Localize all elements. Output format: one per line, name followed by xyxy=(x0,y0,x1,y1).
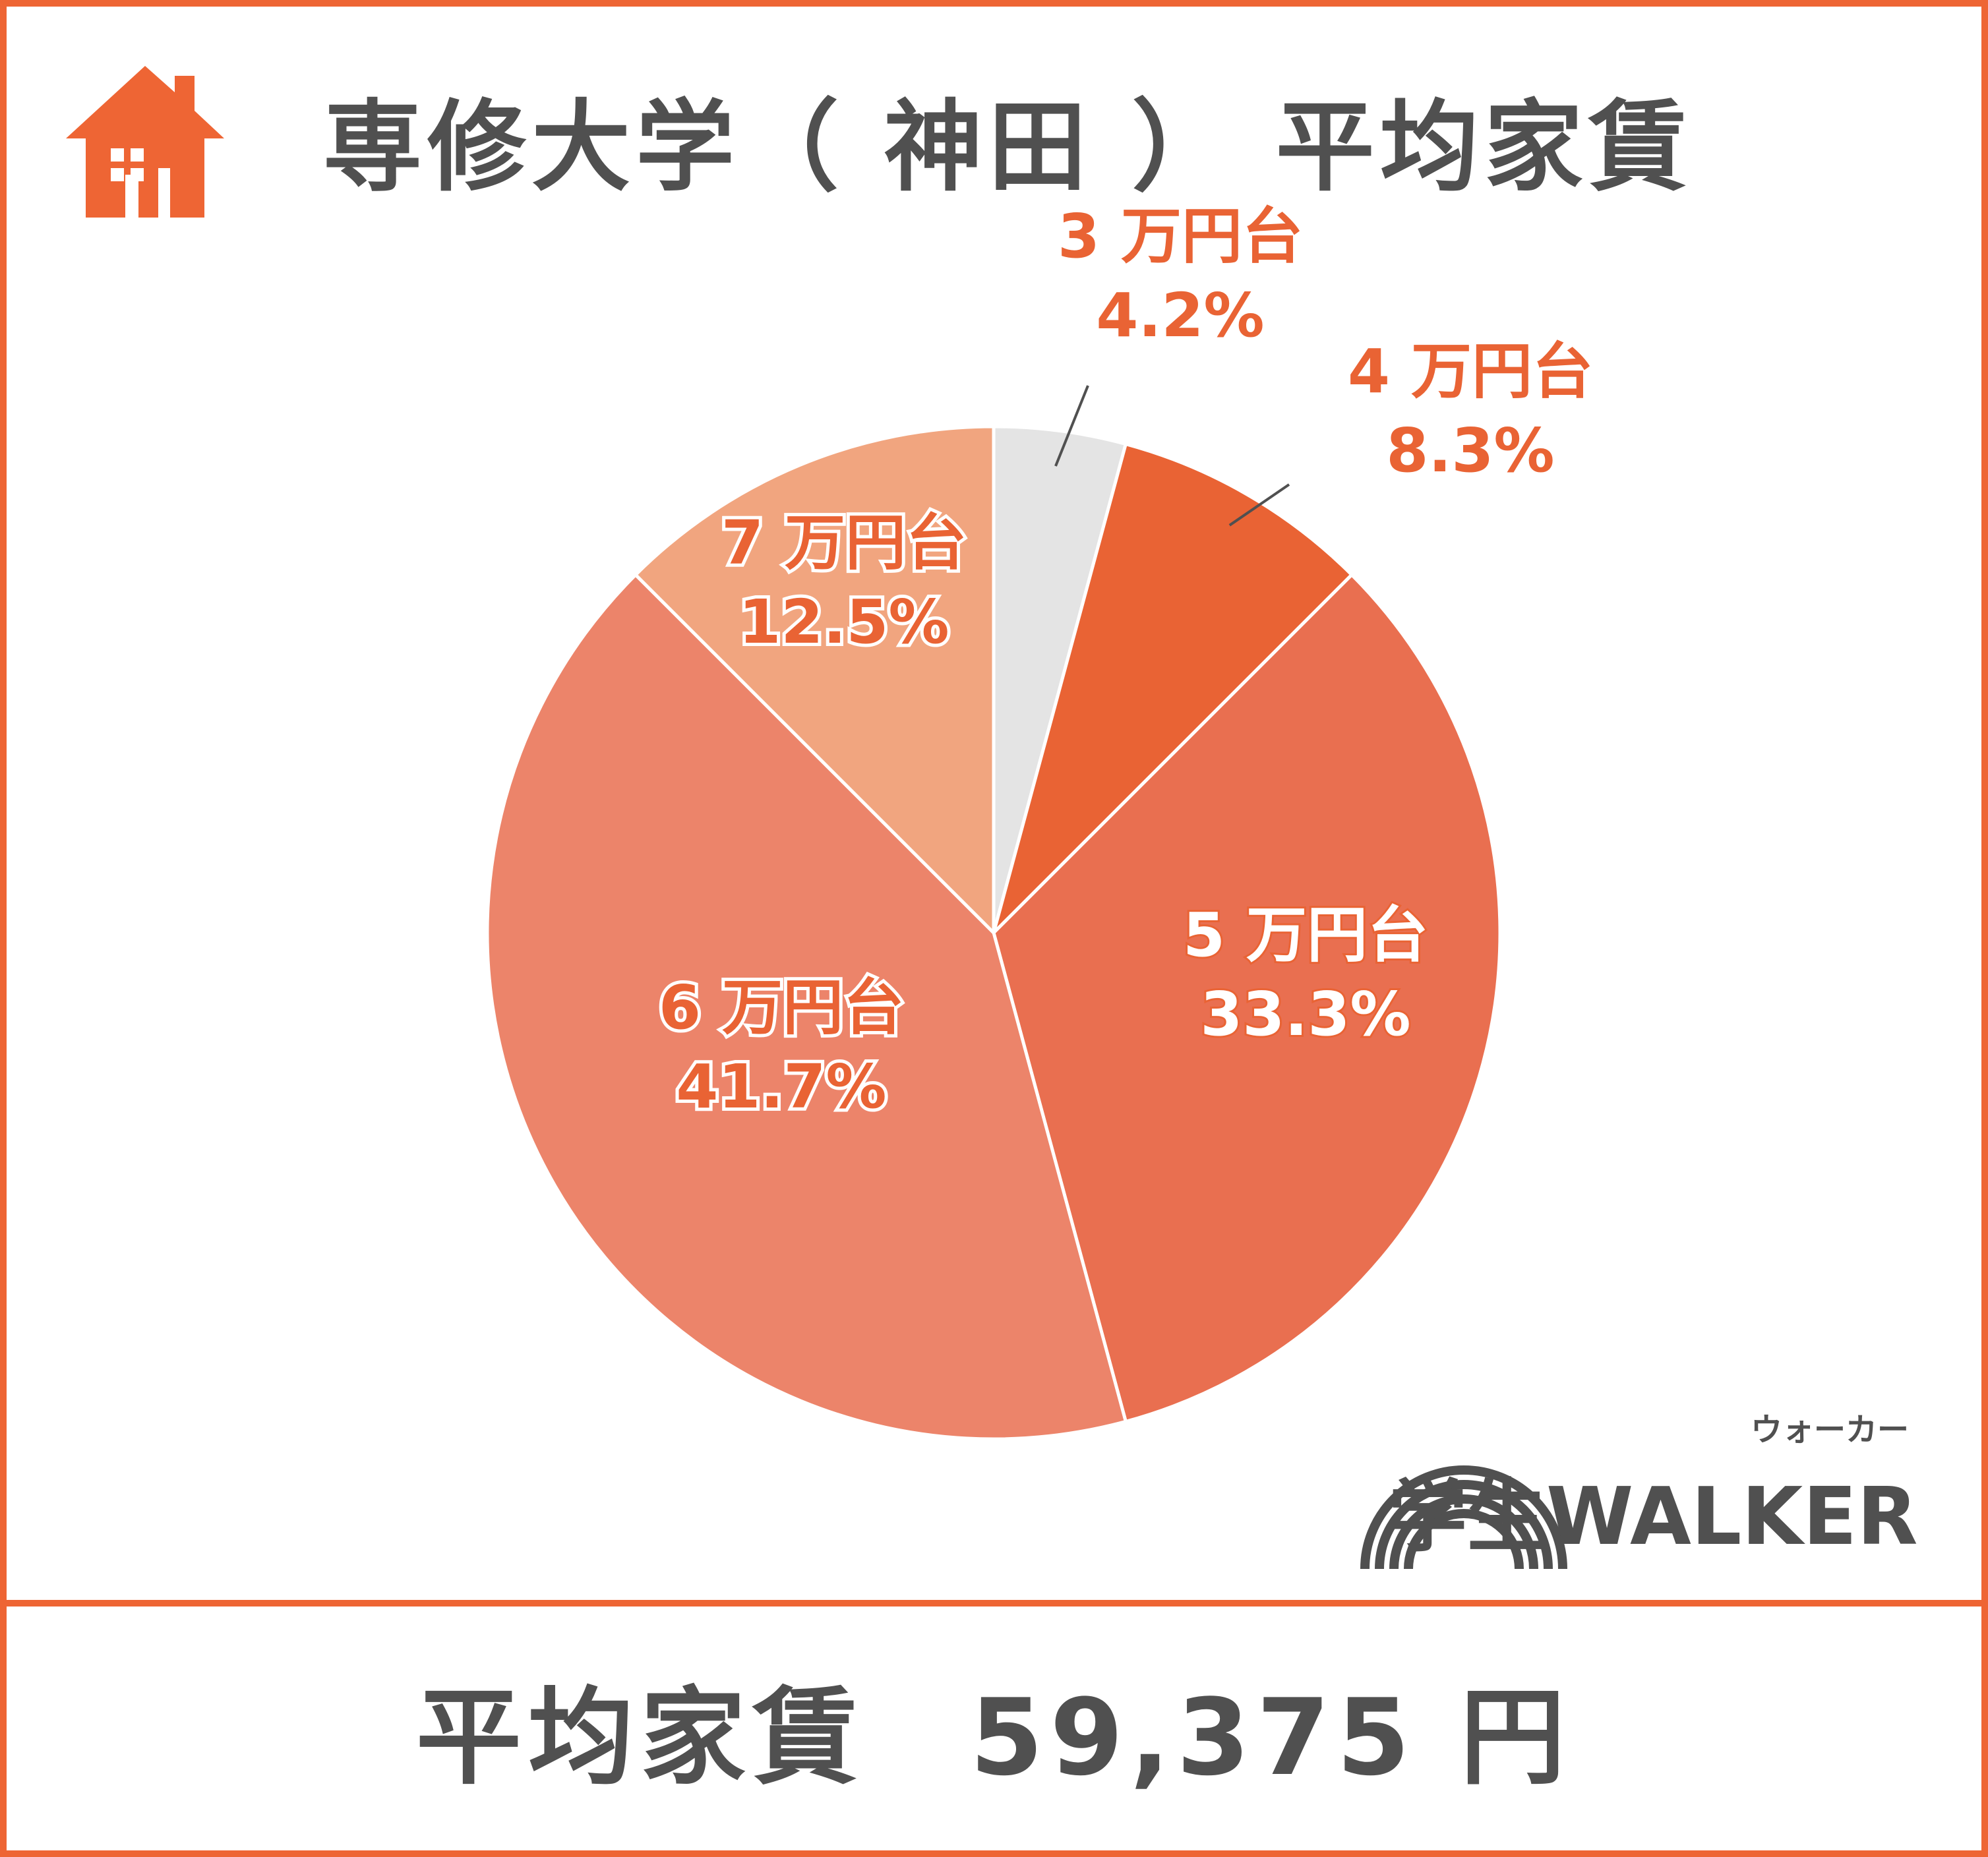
pie-slice xyxy=(485,572,1128,1441)
pie-slice xyxy=(633,425,996,937)
leader-line xyxy=(1228,483,1290,527)
footer-divider xyxy=(0,1600,1988,1606)
slice-value-label: 41.7% xyxy=(676,1051,886,1122)
footer-value: 59,375 円 xyxy=(969,1676,1573,1799)
pie-slice xyxy=(992,572,1502,1424)
header: 専修大学（ 神田 ） 平均家賃 xyxy=(66,53,1693,224)
slice-value-label: 4.2% xyxy=(1096,280,1264,351)
page-title: 専修大学（ 神田 ） 平均家賃 xyxy=(323,90,1693,205)
slice-label: 3 万円台 xyxy=(1058,201,1303,272)
slice-label: 5 万円台 xyxy=(1183,900,1428,970)
slice-value-label: 33.3% xyxy=(1200,979,1410,1049)
leader-line xyxy=(1054,385,1089,467)
slice-label: 4 万円台 xyxy=(1348,336,1593,407)
pie-slice xyxy=(990,442,1354,939)
gakusei-walker-logo: 学生WALKER ウォーカー xyxy=(1360,1411,1918,1569)
slice-value-label: 8.3% xyxy=(1386,415,1554,486)
footer: 平均家賃 59,375 円 xyxy=(0,1606,1988,1850)
slice-value-label: 12.5% xyxy=(738,587,949,657)
logo-main-text: 学生WALKER xyxy=(1388,1471,1918,1563)
pie-chart: 3 万円台 4.2% 4 万円台 8.3% 5 万円台 33.3% 6 万円台 41.7% 7 … xyxy=(485,201,1594,1441)
slice-label: 6 万円台 xyxy=(659,972,904,1043)
house-icon xyxy=(66,66,224,218)
footer-label: 平均家賃 xyxy=(415,1676,864,1799)
slice-label: 7 万円台 xyxy=(721,508,967,578)
logo-ruby-text: ウォーカー xyxy=(1751,1411,1909,1448)
